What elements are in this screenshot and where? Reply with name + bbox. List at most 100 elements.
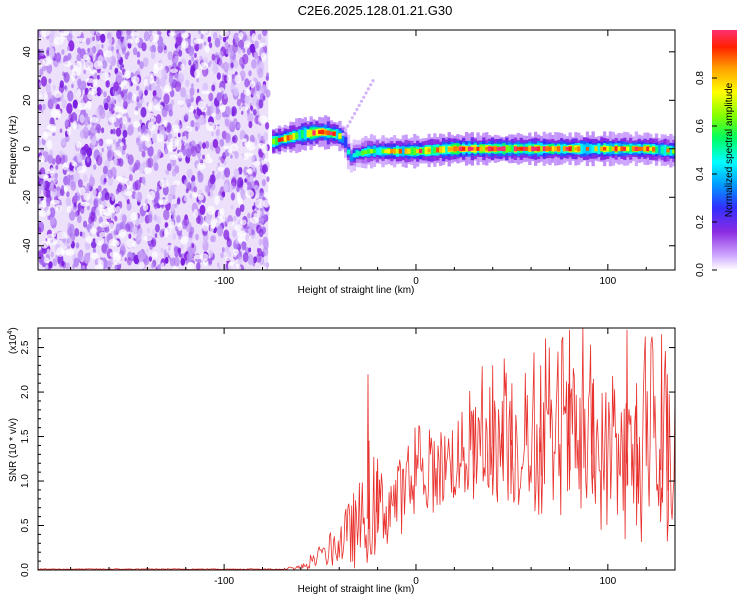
noise-gap	[43, 257, 50, 264]
noise-blob	[97, 185, 102, 192]
noise-blob	[47, 155, 53, 164]
x-tick-label: 100	[600, 576, 617, 587]
noise-blob	[41, 109, 44, 114]
ridge-cell	[300, 130, 305, 139]
noise-blob	[137, 59, 141, 65]
noise-blob	[147, 213, 153, 223]
noise-blob	[108, 37, 113, 45]
noise-gap	[113, 253, 121, 261]
noise-blob	[149, 46, 153, 52]
noise-blob	[167, 103, 173, 113]
noise-blob	[257, 67, 264, 79]
noise-gap	[173, 180, 181, 186]
noise-gap	[135, 37, 140, 44]
ridge-cell	[629, 145, 633, 152]
noise-blob	[208, 190, 214, 198]
noise-gap	[60, 32, 66, 41]
noise-blob	[144, 198, 148, 205]
snr-multiplier: (x104)	[7, 327, 19, 354]
ridge-cell	[441, 146, 446, 153]
ridge-cell	[398, 148, 402, 154]
ridge-cell	[450, 147, 454, 151]
noise-blob	[257, 132, 262, 140]
noise-gap	[139, 261, 145, 269]
noise-gap	[241, 153, 250, 160]
figure-title: C2E6.2025.128.01.21.G30	[298, 3, 453, 18]
spectrogram-xlabel: Height of straight line (km)	[298, 285, 415, 296]
noise-blob	[141, 150, 146, 158]
noise-gap	[202, 222, 209, 232]
noise-gap	[88, 88, 98, 95]
streak-dot	[343, 128, 347, 132]
noise-gap	[76, 88, 82, 98]
noise-blob	[76, 153, 83, 164]
noise-blob	[188, 59, 192, 66]
noise-blob	[180, 87, 187, 98]
noise-gap	[166, 144, 177, 150]
noise-blob	[58, 150, 64, 158]
ridge-cell	[568, 146, 572, 152]
noise-blob	[141, 42, 147, 52]
noise-gap	[204, 45, 211, 53]
noise-blob	[155, 76, 160, 85]
ridge-cell	[657, 144, 661, 155]
noise-blob	[234, 151, 239, 159]
noise-gap	[41, 241, 49, 249]
noise-blob	[209, 174, 216, 185]
noise-gap	[180, 63, 185, 70]
noise-gap	[174, 139, 179, 148]
ridge-cell	[421, 147, 425, 154]
noise-gap	[229, 143, 239, 152]
ridge-cell	[329, 131, 333, 136]
noise-blob	[119, 123, 122, 129]
noise-blob	[86, 182, 91, 191]
noise-blob	[199, 55, 204, 63]
colorbar-tick-label: 0.0	[695, 263, 706, 277]
noise-blob	[151, 239, 156, 247]
noise-gap	[180, 236, 189, 245]
ridge-cell	[485, 146, 489, 151]
noise-blob	[237, 256, 243, 265]
ridge-cell	[430, 145, 434, 156]
noise-blob	[238, 39, 245, 50]
noise-blob	[218, 50, 224, 59]
noise-blob	[128, 117, 131, 123]
noise-blob	[79, 129, 86, 139]
noise-gap	[197, 194, 204, 201]
ridge-cell	[318, 130, 322, 134]
noise-gap	[115, 176, 124, 181]
noise-gap	[206, 121, 215, 132]
ridge-cell	[286, 135, 290, 141]
noise-blob	[41, 76, 47, 87]
ridge-cell	[401, 145, 405, 157]
noise-blob	[174, 55, 179, 63]
noise-gap	[89, 227, 98, 234]
noise-blob	[236, 186, 240, 193]
snr-multiplier-base: (x10	[8, 334, 19, 354]
colorbar-tick-label: 0.2	[695, 215, 706, 229]
ridge-cell	[410, 147, 414, 155]
noise-blob	[216, 72, 221, 80]
noise-blob	[238, 105, 242, 111]
noise-gap	[108, 238, 118, 246]
noise-blob	[138, 88, 143, 97]
noise-gap	[172, 124, 180, 132]
noise-blob	[91, 45, 97, 54]
noise-blob	[114, 235, 117, 240]
noise-gap	[56, 231, 67, 240]
noise-blob	[151, 262, 155, 269]
noise-blob	[85, 37, 91, 46]
noise-gap	[149, 72, 154, 78]
noise-gap	[168, 248, 175, 259]
noise-blob	[205, 214, 211, 225]
ridge-cell	[594, 146, 598, 152]
noise-blob	[159, 76, 166, 88]
noise-blob	[58, 83, 65, 94]
noise-gap	[234, 224, 242, 232]
noise-blob	[52, 188, 58, 198]
noise-gap	[130, 32, 140, 37]
noise-blob	[50, 30, 56, 38]
noise-gap	[225, 256, 231, 262]
ridge-cell	[539, 145, 543, 152]
noise-blob	[161, 68, 167, 79]
